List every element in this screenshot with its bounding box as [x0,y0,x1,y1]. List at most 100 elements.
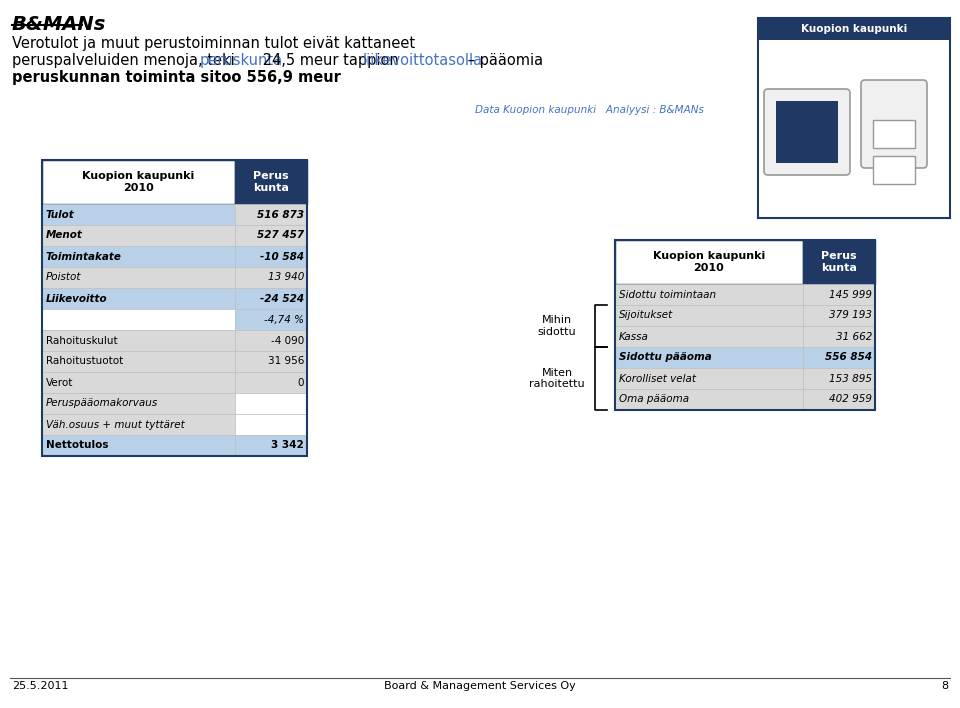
Bar [42,372,235,393]
Text: 379 193: 379 193 [829,311,872,321]
Text: peruskunnan toiminta sitoo 556,9 meur: peruskunnan toiminta sitoo 556,9 meur [12,70,341,85]
Text: 0: 0 [298,377,304,387]
Bar [235,393,307,414]
Bar [615,284,803,305]
Bar [615,368,803,389]
Text: -10 584: -10 584 [260,251,304,261]
Text: 31 956: 31 956 [268,357,304,367]
Bar [42,393,235,414]
Text: Miten
rahoitettu: Miten rahoitettu [529,367,585,389]
Text: 13 940: 13 940 [268,273,304,282]
Text: Sijoitukset: Sijoitukset [619,311,673,321]
Bar [758,18,950,218]
Bar [803,284,875,305]
Bar [803,368,875,389]
Bar [235,204,307,225]
Text: 556 854: 556 854 [825,353,872,362]
Text: Mihin
sidottu: Mihin sidottu [538,315,576,337]
Text: 516 873: 516 873 [257,210,304,219]
FancyBboxPatch shape [764,89,850,175]
Text: Verotulot ja muut perustoiminnan tulot eivät kattaneet: Verotulot ja muut perustoiminnan tulot e… [12,36,415,51]
Bar [235,414,307,435]
Bar [615,326,803,347]
Text: 3 342: 3 342 [272,440,304,450]
Bar [803,240,875,284]
Bar [42,267,235,288]
Text: Kuopion kaupunki
2010: Kuopion kaupunki 2010 [83,171,195,193]
Text: 527 457: 527 457 [257,231,304,241]
Text: peruspalveluiden menoja, teki: peruspalveluiden menoja, teki [12,53,239,68]
Bar [758,18,950,40]
Text: Perus
kunta: Perus kunta [821,251,857,273]
Text: Menot: Menot [46,231,83,241]
Bar [235,351,307,372]
Text: Korolliset velat: Korolliset velat [619,374,696,384]
Text: 31 662: 31 662 [835,331,872,341]
Bar [42,351,235,372]
Text: -4,74 %: -4,74 % [264,314,304,324]
Text: Kuopion kaupunki: Kuopion kaupunki [801,24,907,34]
Text: Väh.osuus + muut tyttäret: Väh.osuus + muut tyttäret [46,420,184,430]
Text: 153 895: 153 895 [829,374,872,384]
Bar [42,160,235,204]
Text: Poistot: Poistot [46,273,82,282]
Text: Verot: Verot [46,377,73,387]
Text: -24 524: -24 524 [260,294,304,304]
Text: Nettotulos: Nettotulos [46,440,108,450]
Bar [235,288,307,309]
Bar [235,267,307,288]
Bar [235,330,307,351]
Text: Liikevoitto: Liikevoitto [46,294,108,304]
Text: 24,5 meur tappion: 24,5 meur tappion [258,53,403,68]
Bar [235,309,307,330]
Text: Sidottu pääoma: Sidottu pääoma [619,353,711,362]
Text: 25.5.2011: 25.5.2011 [12,681,68,691]
Text: 402 959: 402 959 [829,394,872,404]
Bar [615,347,803,368]
Bar [803,305,875,326]
Bar [235,435,307,456]
Text: Board & Management Services Oy: Board & Management Services Oy [384,681,576,691]
Text: liikevoittotasolla: liikevoittotasolla [363,53,483,68]
Text: 145 999: 145 999 [829,290,872,299]
Text: Data Kuopion kaupunki   Analyysi : B&MANs: Data Kuopion kaupunki Analyysi : B&MANs [475,105,704,115]
Bar [615,305,803,326]
Text: Kassa: Kassa [619,331,649,341]
Bar [235,372,307,393]
Bar [42,160,307,456]
FancyBboxPatch shape [861,80,927,168]
Bar [615,389,803,410]
Bar [235,160,307,204]
Text: – pääomia: – pääomia [463,53,543,68]
Text: Kuopion kaupunki
2010: Kuopion kaupunki 2010 [653,251,765,273]
Bar [235,246,307,267]
Bar [42,330,235,351]
Bar [42,309,235,330]
Bar [873,120,915,148]
Text: Oma pääoma: Oma pääoma [619,394,689,404]
Bar [803,347,875,368]
Bar [235,225,307,246]
Bar [873,156,915,184]
Text: Perus
kunta: Perus kunta [253,171,289,193]
Bar [42,414,235,435]
Bar [803,326,875,347]
Bar [42,225,235,246]
Bar [615,240,803,284]
Text: Rahoitustuotot: Rahoitustuotot [46,357,123,367]
Bar [615,240,875,410]
Text: B&MANs: B&MANs [12,15,107,34]
Text: 8: 8 [941,681,948,691]
Bar [42,204,235,225]
Bar [42,435,235,456]
Bar [42,246,235,267]
Bar [42,288,235,309]
Bar [776,101,838,163]
Text: Sidottu toimintaan: Sidottu toimintaan [619,290,716,299]
Text: Toimintakate: Toimintakate [46,251,122,261]
Text: Tulot: Tulot [46,210,75,219]
Text: peruskunta: peruskunta [200,53,283,68]
Bar [803,389,875,410]
Text: Rahoituskulut: Rahoituskulut [46,336,118,346]
Text: -4 090: -4 090 [271,336,304,346]
